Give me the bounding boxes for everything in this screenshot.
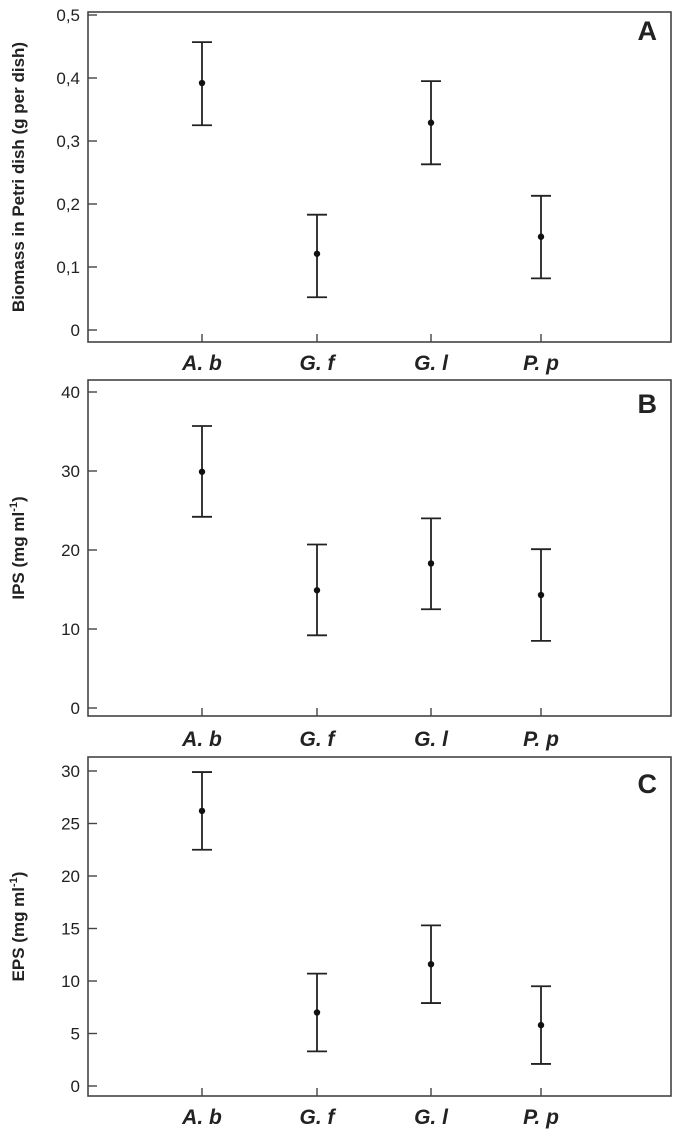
y-tick-label: 15 (61, 920, 80, 939)
y-axis-label-tail: ) (9, 496, 28, 502)
category-label: P. p (523, 1106, 559, 1129)
y-tick-label: 0,1 (56, 258, 80, 277)
y-axis-label-text: Biomass in Petri dish (g per dish) (9, 42, 28, 312)
category-label: A. b (181, 352, 222, 375)
y-axis-label: IPS (mg ml-1) (8, 496, 28, 599)
mean-point (198, 79, 206, 87)
panel-letter: B (638, 389, 658, 419)
y-axis-label-tail: ) (9, 872, 28, 878)
y-tick-label: 30 (61, 462, 80, 481)
y-tick-label: 20 (61, 867, 80, 886)
y-tick-label: 25 (61, 815, 80, 834)
category-label: G. f (300, 352, 337, 375)
category-label: G. f (300, 1106, 337, 1129)
y-tick-label: 0,5 (56, 6, 80, 25)
y-axis-label-text: IPS (mg ml (9, 512, 28, 600)
category-label: A. b (181, 728, 222, 751)
y-tick-label: 30 (61, 762, 80, 781)
plot-frame (87, 379, 672, 717)
category-label: G. l (414, 352, 449, 375)
category-label: G. f (300, 728, 337, 751)
y-tick-label: 20 (61, 541, 80, 560)
y-axis-label-superscript: -1 (8, 502, 20, 512)
panel-b: 0 10 20 30 40 A. b G. f G. l P. p B IPS (mg ml-1) (8, 379, 672, 751)
y-axis-label: Biomass in Petri dish (g per dish) (9, 42, 28, 312)
mean-point (313, 250, 321, 257)
mean-point (313, 1009, 321, 1016)
category-label: G. l (414, 728, 449, 751)
plot-frame (87, 11, 672, 343)
mean-point (537, 1021, 545, 1029)
category-label: P. p (523, 728, 559, 751)
y-axis-label-text: EPS (mg ml (9, 887, 28, 981)
y-tick-label: 0 (71, 699, 80, 718)
mean-point (427, 119, 435, 126)
y-tick-label: 10 (61, 972, 80, 991)
mean-point (537, 233, 545, 240)
mean-point (427, 560, 435, 567)
mean-point (198, 807, 206, 815)
panel-letter: A (638, 16, 658, 46)
y-tick-label: 0,4 (56, 69, 80, 88)
y-tick-label: 10 (61, 620, 80, 639)
y-tick-label: 0 (71, 321, 80, 340)
category-label: A. b (181, 1106, 222, 1129)
category-label: G. l (414, 1106, 449, 1129)
mean-point (198, 468, 206, 475)
category-label: P. p (523, 352, 559, 375)
y-tick-label: 40 (61, 383, 80, 402)
plot-frame (87, 756, 672, 1097)
y-tick-label: 0,3 (56, 132, 80, 151)
mean-point (427, 961, 435, 968)
mean-point (313, 587, 321, 594)
panel-c: 0 5 10 15 20 25 30 A. b G. f G. l P. p C EPS (mg ml-… (8, 756, 672, 1129)
y-tick-label: 0,2 (56, 195, 80, 214)
panel-letter: C (638, 769, 658, 799)
y-axis-label: EPS (mg ml-1) (8, 872, 28, 982)
y-tick-label: 0 (71, 1077, 80, 1096)
y-axis-label-superscript: -1 (8, 877, 20, 887)
panel-a: 0 0,1 0,2 0,3 0,4 0,5 A. b G. f G. l P. p A Biomass… (9, 6, 672, 375)
y-tick-label: 5 (71, 1025, 80, 1044)
mean-point (537, 591, 545, 599)
